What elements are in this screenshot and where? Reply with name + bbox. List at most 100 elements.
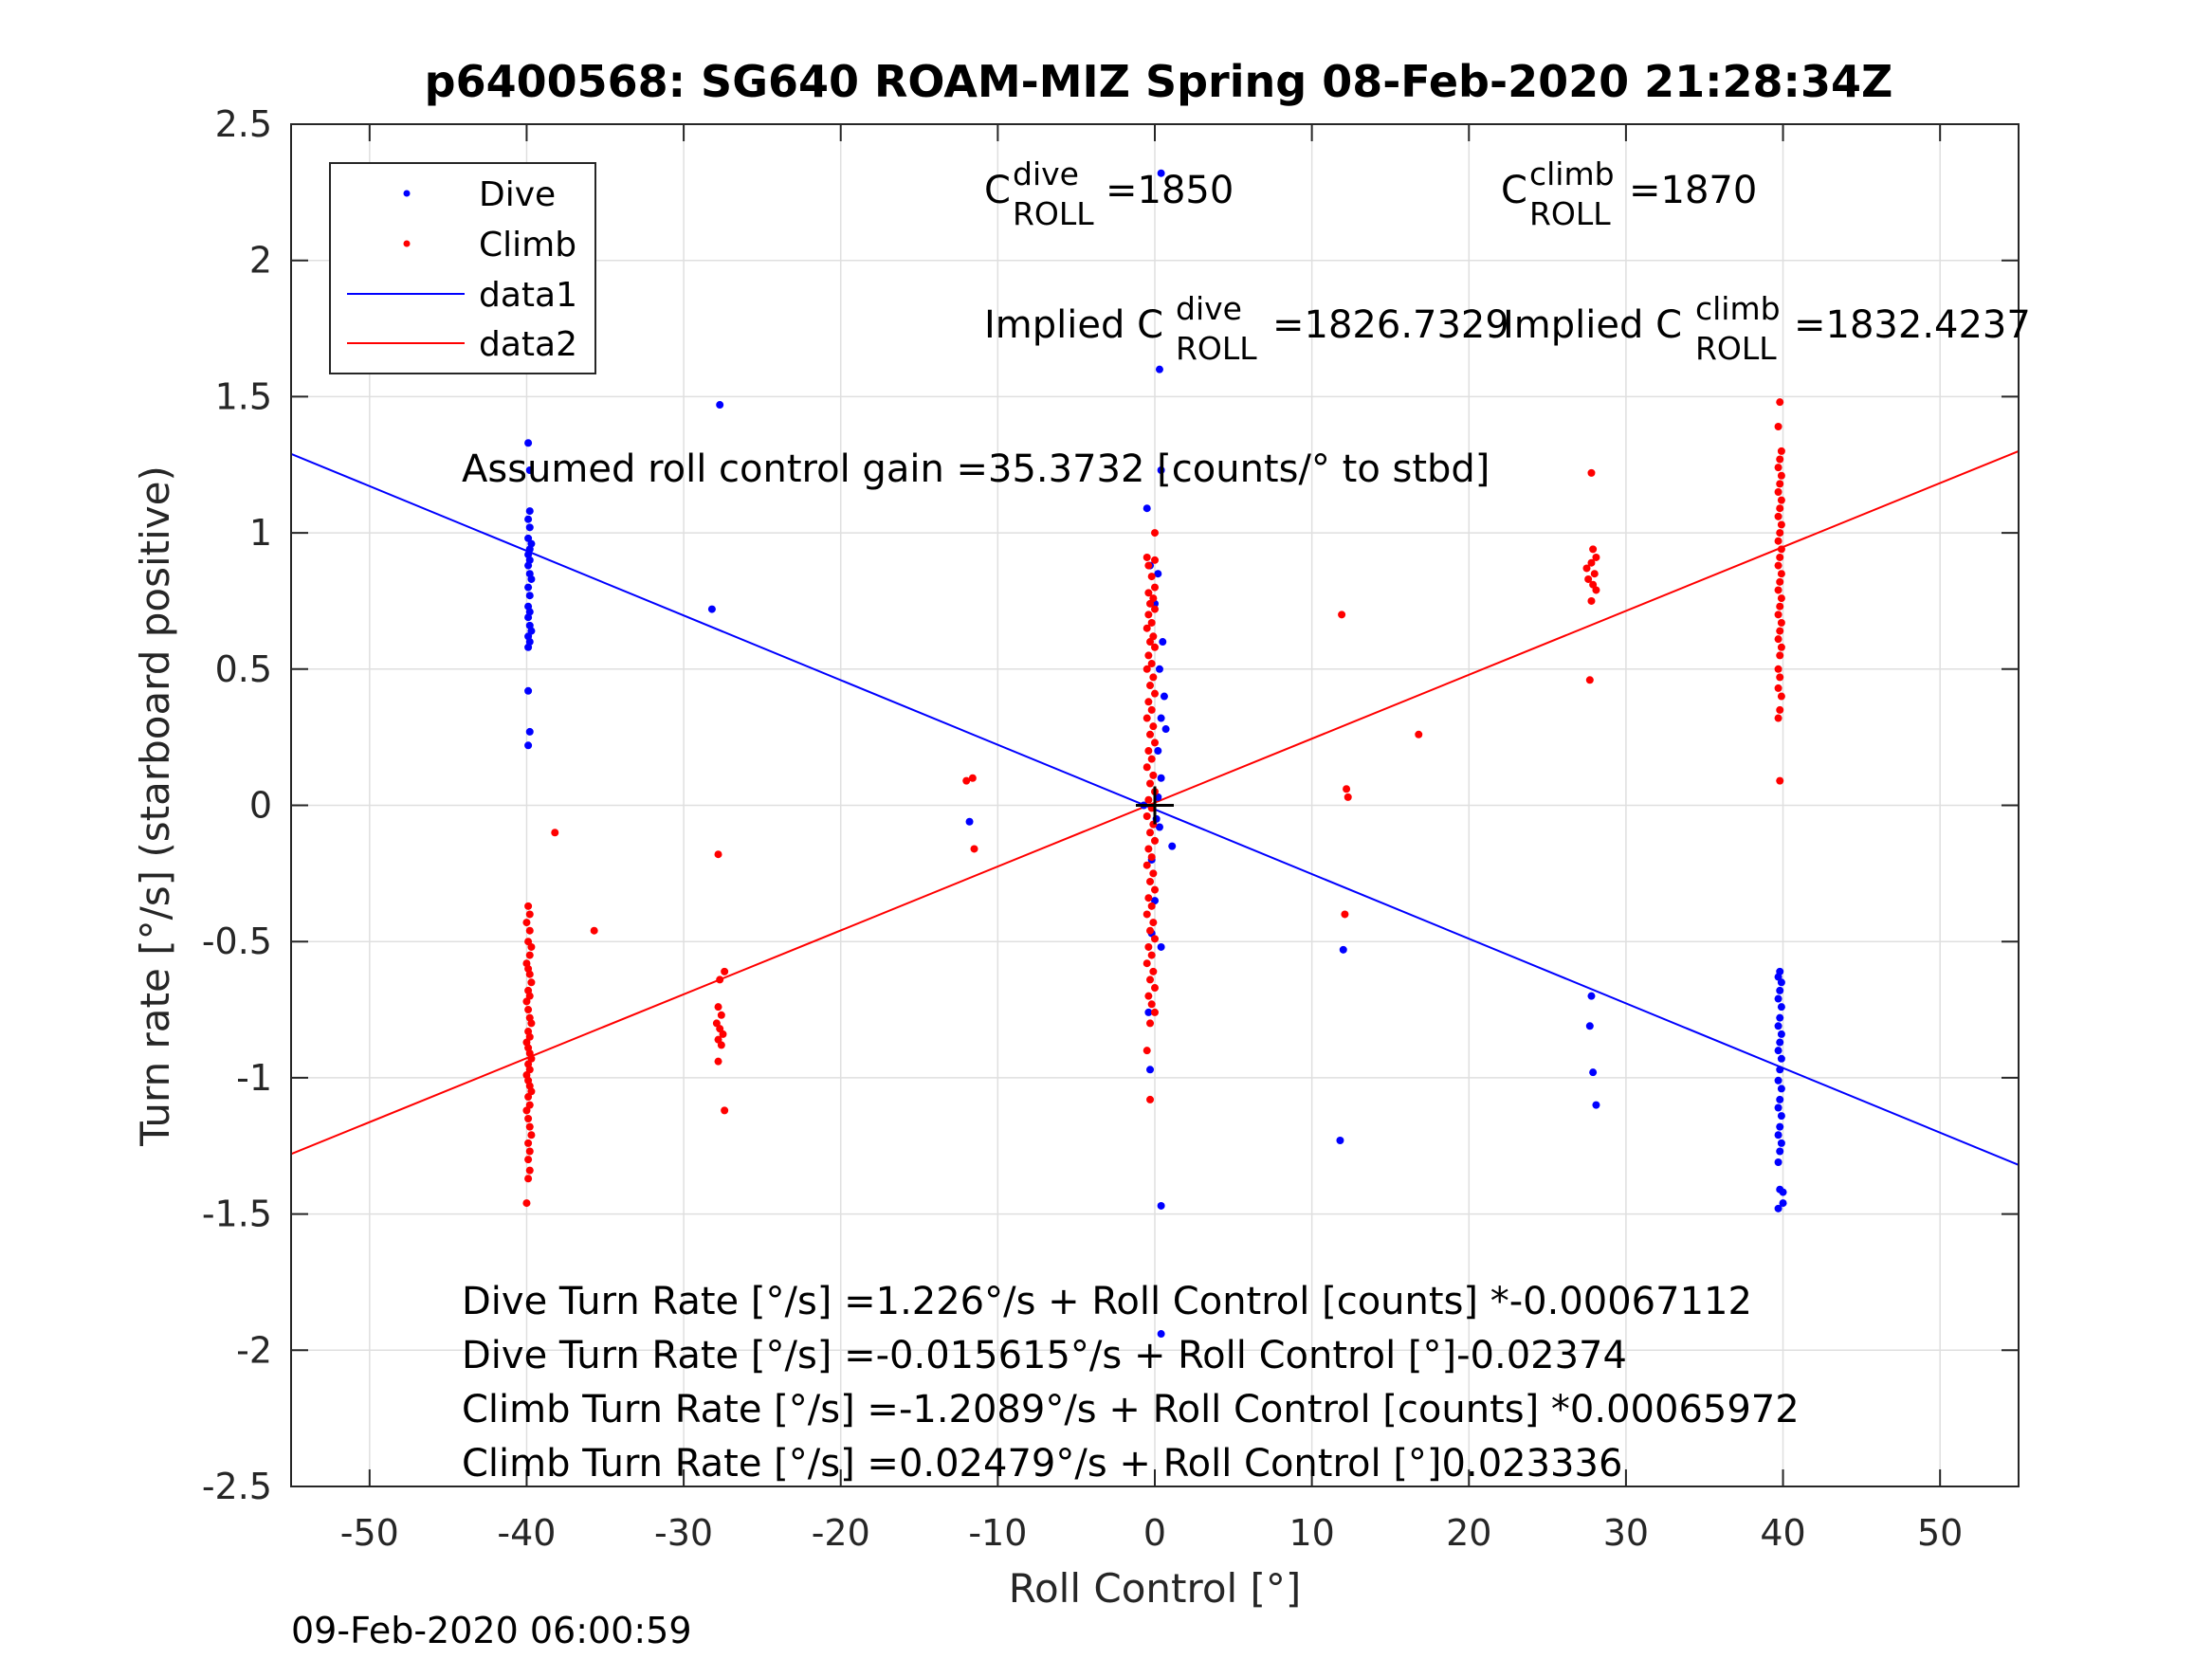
scatter-points	[522, 169, 1787, 1339]
y-tick-label: 1	[249, 512, 272, 554]
point-dive	[524, 643, 533, 651]
point-climb	[1144, 795, 1153, 804]
point-climb	[1146, 682, 1155, 690]
point-climb	[551, 829, 559, 837]
point-dive	[524, 561, 533, 570]
point-climb	[525, 910, 534, 919]
legend-data2-label: data2	[479, 325, 577, 364]
point-dive	[1776, 1122, 1784, 1131]
point-climb	[1774, 464, 1782, 472]
point-dive	[707, 605, 716, 613]
point-dive	[1155, 665, 1163, 673]
x-tick-label: -30	[654, 1512, 713, 1554]
c-dive-value: =1850	[1106, 169, 1234, 212]
implied-climb-sub: ROLL	[1695, 330, 1777, 367]
point-dive	[1160, 692, 1168, 701]
point-climb	[525, 970, 534, 978]
implied-dive-sup: dive	[1176, 290, 1242, 327]
point-climb	[1776, 398, 1784, 407]
point-climb	[1585, 676, 1594, 684]
point-climb	[524, 1115, 533, 1123]
point-dive	[1776, 1147, 1784, 1156]
point-dive	[1336, 1137, 1344, 1145]
point-climb	[1776, 705, 1784, 714]
point-climb	[1143, 624, 1151, 632]
point-climb	[1774, 684, 1782, 692]
point-climb	[1777, 496, 1785, 504]
point-climb	[1143, 861, 1151, 869]
point-climb	[1151, 605, 1159, 613]
point-climb	[1146, 877, 1155, 885]
point-climb	[1146, 779, 1155, 788]
legend-data1-label: data1	[479, 276, 577, 315]
point-climb	[1151, 984, 1159, 993]
point-climb	[968, 774, 977, 782]
point-climb	[1151, 1008, 1159, 1016]
point-dive	[1776, 986, 1784, 994]
point-climb	[1147, 618, 1156, 627]
point-climb	[525, 951, 534, 959]
point-climb	[1146, 599, 1155, 608]
point-climb	[527, 1131, 536, 1139]
point-dive	[1776, 1038, 1784, 1047]
x-tick-label: 30	[1603, 1512, 1649, 1554]
point-climb	[1146, 975, 1155, 984]
point-dive	[716, 401, 724, 410]
point-dive	[1774, 1158, 1782, 1166]
y-tick-label: 2	[249, 240, 272, 282]
point-dive	[1585, 1022, 1594, 1030]
point-dive	[1774, 1204, 1782, 1212]
point-climb	[1146, 1095, 1155, 1103]
point-climb	[527, 942, 536, 951]
point-dive	[1159, 638, 1167, 647]
origin-marker	[1136, 786, 1174, 825]
point-dive	[1168, 842, 1177, 850]
point-climb	[1777, 545, 1785, 554]
point-climb	[1149, 967, 1158, 975]
point-climb	[1776, 504, 1784, 513]
point-climb	[1144, 747, 1153, 756]
point-climb	[1147, 705, 1156, 714]
point-climb	[524, 902, 533, 910]
point-climb	[522, 1199, 531, 1208]
point-dive	[1587, 992, 1596, 1000]
point-climb	[1341, 910, 1349, 919]
c-dive-sup: dive	[1013, 155, 1079, 192]
point-climb	[717, 1041, 725, 1049]
point-climb	[527, 1019, 536, 1028]
legend-box	[329, 162, 596, 374]
point-climb	[1144, 561, 1153, 570]
point-climb	[1151, 583, 1159, 592]
point-dive	[524, 583, 533, 592]
point-climb	[1151, 885, 1159, 894]
point-climb	[1584, 574, 1593, 583]
point-climb	[1146, 926, 1155, 935]
y-axis-ticks: -2.5 -2 -1.5 -1 -0.5 0 0.5 1 1.5 2 2.5	[202, 103, 2019, 1507]
point-climb	[1146, 829, 1155, 837]
c-climb-base: C	[1501, 169, 1527, 212]
y-tick-label: 0.5	[215, 648, 272, 690]
point-climb	[1774, 611, 1782, 619]
y-tick-label: -1	[236, 1057, 272, 1099]
point-climb	[1415, 730, 1423, 738]
point-climb	[1776, 455, 1784, 464]
point-climb	[1146, 638, 1155, 647]
point-climb	[1143, 910, 1151, 919]
point-climb	[522, 1106, 531, 1115]
point-climb	[1143, 959, 1151, 968]
point-climb	[1144, 942, 1153, 951]
point-climb	[1149, 722, 1158, 731]
point-dive	[1774, 1131, 1782, 1139]
point-dive	[1777, 1003, 1785, 1012]
point-climb	[1777, 570, 1785, 578]
point-dive	[525, 523, 534, 532]
y-tick-label: -2.5	[202, 1466, 272, 1507]
point-climb	[527, 978, 536, 987]
point-climb	[1144, 698, 1153, 706]
point-climb	[522, 919, 531, 927]
point-dive	[525, 465, 534, 474]
y-tick-label: 0	[249, 785, 272, 827]
point-climb	[1144, 992, 1153, 1000]
point-climb	[1149, 869, 1158, 878]
point-climb	[1144, 651, 1153, 660]
